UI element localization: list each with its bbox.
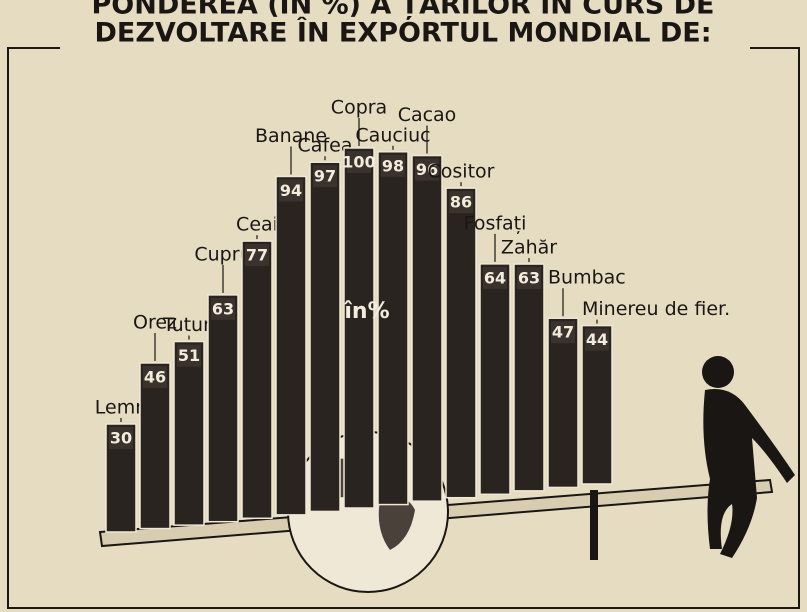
category-label: Minereu de fier. <box>582 298 730 320</box>
bar <box>344 148 374 508</box>
category-label: Fosfați <box>464 212 527 234</box>
unit-label: în% <box>343 299 389 324</box>
value-label: 47 <box>552 323 574 342</box>
bar <box>514 264 544 491</box>
value-label: 97 <box>314 167 336 186</box>
category-label: Cacao <box>398 104 457 126</box>
bar <box>242 241 272 518</box>
bar <box>412 156 442 502</box>
bar <box>480 264 510 494</box>
value-label: 64 <box>484 268 506 287</box>
category-label: Cositor <box>428 161 495 183</box>
plank-support <box>590 490 598 560</box>
value-label: 94 <box>280 181 302 200</box>
chart: PONDEREA (ÎN %) A ȚĂRILOR ÎN CURS DE DEZ… <box>0 0 807 612</box>
value-label: 86 <box>450 193 472 212</box>
category-label: Cauciuc <box>355 124 430 146</box>
bar <box>208 295 238 522</box>
value-label: 46 <box>144 367 166 386</box>
value-label: 100 <box>342 153 375 172</box>
bar <box>276 176 306 514</box>
value-label: 98 <box>382 156 404 175</box>
category-label: Copra <box>331 97 387 119</box>
bar <box>446 188 476 498</box>
category-label: Ceai <box>236 214 278 236</box>
bar <box>310 162 340 511</box>
chart-title: DEZVOLTARE ÎN EXPORTUL MONDIAL DE: <box>95 17 712 49</box>
value-label: 30 <box>110 429 132 448</box>
bar <box>378 152 408 505</box>
bar <box>548 318 578 487</box>
bar <box>174 342 204 526</box>
category-label: Bumbac <box>548 267 626 289</box>
value-label: 63 <box>518 269 540 288</box>
category-label: Zahăr <box>501 237 557 259</box>
value-label: 51 <box>178 346 200 365</box>
category-label: Tutun <box>162 314 215 336</box>
value-label: 77 <box>246 246 268 265</box>
value-label: 44 <box>586 330 608 349</box>
value-label: 63 <box>212 299 234 318</box>
